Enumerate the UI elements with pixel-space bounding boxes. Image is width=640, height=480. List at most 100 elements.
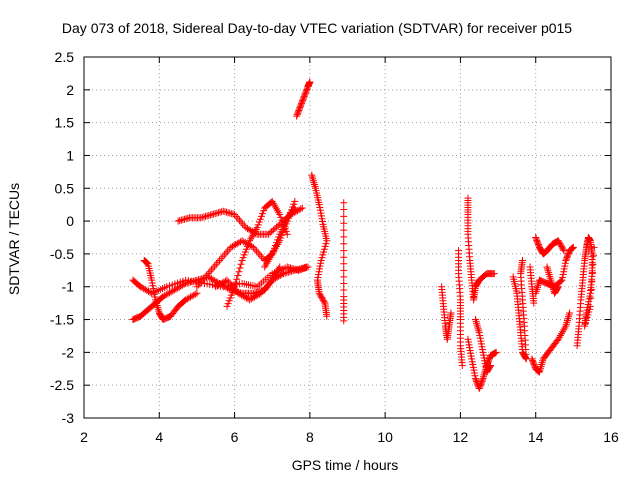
- data-point: [543, 263, 551, 271]
- data-point: [253, 247, 261, 255]
- data-points: [129, 78, 598, 392]
- y-tick-label: -3: [62, 410, 75, 426]
- data-point: [193, 289, 201, 297]
- data-point: [589, 260, 597, 268]
- data-point: [563, 316, 571, 324]
- data-point: [559, 245, 567, 253]
- series-arc-n: [464, 194, 498, 304]
- data-point: [487, 361, 495, 369]
- data-point: [256, 251, 264, 259]
- data-point: [538, 361, 546, 369]
- series-arc-k: [340, 199, 348, 325]
- data-point: [233, 275, 241, 283]
- data-point: [340, 266, 348, 274]
- data-point: [221, 277, 229, 285]
- data-point: [234, 271, 242, 279]
- x-axis-label: GPS time / hours: [292, 457, 399, 473]
- data-point: [320, 298, 328, 306]
- series-arc-o: [464, 335, 500, 392]
- data-point: [473, 319, 481, 327]
- data-point: [291, 197, 299, 205]
- data-point: [298, 204, 306, 212]
- data-point: [254, 249, 262, 257]
- y-axis-label: SDTVAR / TECUs: [6, 183, 22, 295]
- y-tick-label: 1: [66, 147, 74, 163]
- series-arc-p: [471, 316, 495, 376]
- data-point: [340, 240, 348, 248]
- x-tick-label: 10: [377, 429, 393, 445]
- data-point: [237, 218, 245, 226]
- data-point: [588, 277, 596, 285]
- chart-title: Day 073 of 2018, Sidereal Day-to-day VTE…: [62, 20, 572, 36]
- data-point: [216, 256, 224, 264]
- data-point: [473, 321, 481, 329]
- data-point: [302, 263, 310, 271]
- data-point: [231, 211, 239, 219]
- data-point: [545, 269, 553, 277]
- data-point: [480, 373, 488, 381]
- data-point: [310, 179, 318, 187]
- y-tick-label: 1.5: [55, 115, 75, 131]
- data-point: [566, 309, 574, 317]
- y-tick-label: -2: [62, 344, 75, 360]
- data-point: [217, 255, 225, 263]
- data-point: [306, 78, 314, 86]
- data-point: [588, 269, 596, 277]
- data-point: [458, 361, 466, 369]
- y-tick-label: -1: [62, 279, 75, 295]
- x-tick-label: 6: [231, 429, 239, 445]
- series-arc-l: [438, 283, 455, 343]
- y-tick-label: 0.5: [55, 180, 75, 196]
- data-point: [340, 253, 348, 261]
- data-point: [447, 309, 455, 317]
- series-arc-v: [543, 263, 562, 297]
- data-point: [340, 247, 348, 255]
- plot-frame: [83, 56, 612, 419]
- data-point: [204, 270, 212, 278]
- data-point: [340, 226, 348, 234]
- data-point: [309, 175, 317, 183]
- x-tick-label: 2: [80, 429, 88, 445]
- data-point: [340, 317, 348, 325]
- data-point: [544, 267, 552, 275]
- y-tick-label: -2.5: [50, 377, 74, 393]
- series-arc-c: [140, 256, 201, 324]
- data-point: [340, 279, 348, 287]
- series-arc-j: [308, 171, 331, 320]
- grid: [84, 57, 611, 418]
- data-point: [201, 273, 209, 281]
- x-tick-label: 16: [603, 429, 619, 445]
- data-point: [554, 284, 562, 292]
- data-point: [475, 327, 483, 335]
- data-point: [472, 317, 480, 325]
- data-point: [590, 252, 598, 260]
- data-point: [207, 266, 215, 274]
- data-point: [278, 271, 286, 279]
- data-point: [237, 260, 245, 268]
- data-point: [486, 362, 494, 370]
- data-point: [569, 243, 577, 251]
- y-tick-label: -1.5: [50, 312, 74, 328]
- series-arc-q: [509, 256, 530, 363]
- data-point: [290, 205, 298, 213]
- data-point: [236, 264, 244, 272]
- data-point: [474, 325, 482, 333]
- data-point: [554, 283, 562, 291]
- data-point: [530, 299, 538, 307]
- data-point: [340, 286, 348, 294]
- data-point: [191, 290, 199, 298]
- y-tick-label: 0: [66, 213, 74, 229]
- data-point: [340, 219, 348, 227]
- data-point: [308, 173, 316, 181]
- data-point: [564, 315, 572, 323]
- data-point: [340, 260, 348, 268]
- axis-ticks: [83, 56, 612, 419]
- data-point: [310, 181, 318, 189]
- data-point: [546, 272, 554, 280]
- series-arc-w: [573, 234, 598, 350]
- data-point: [232, 279, 240, 287]
- data-point: [519, 256, 527, 264]
- series-arc-g: [212, 263, 310, 304]
- data-point: [206, 268, 214, 276]
- x-tick-label: 12: [453, 429, 469, 445]
